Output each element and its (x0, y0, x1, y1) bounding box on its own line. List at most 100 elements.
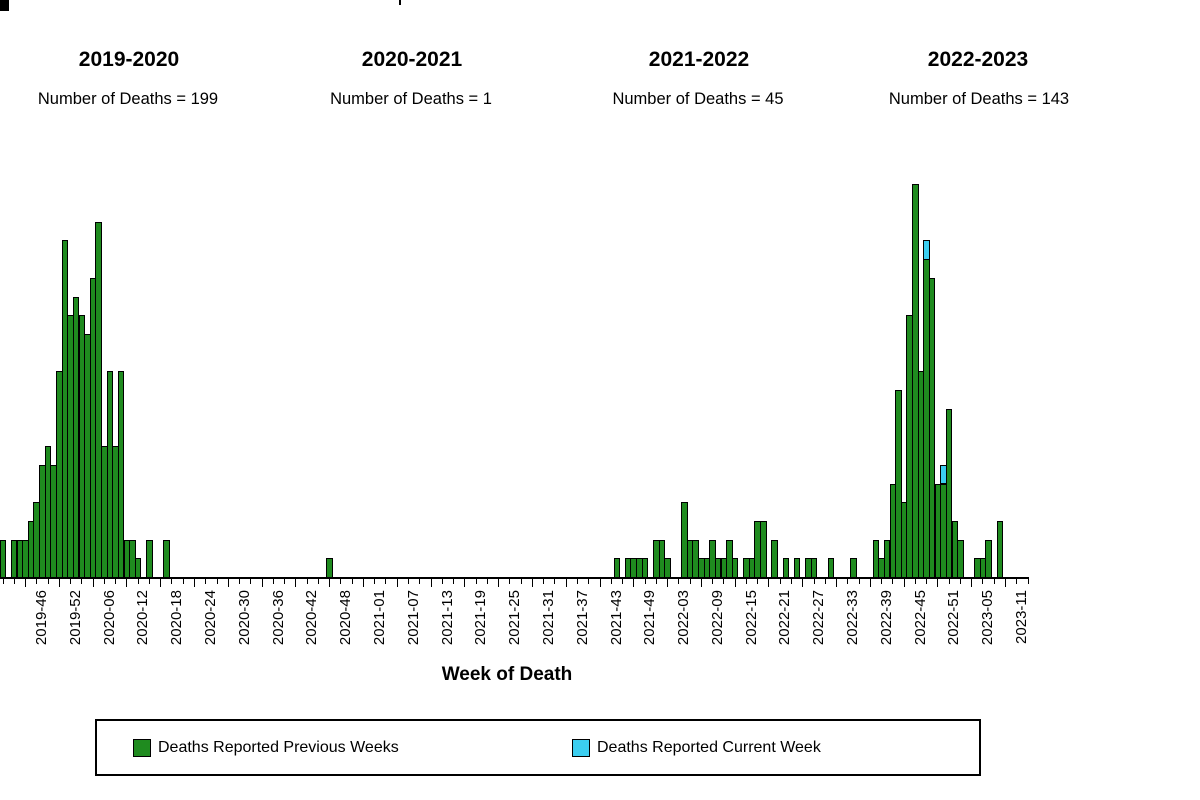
x-axis-tick (408, 579, 409, 584)
x-tick-label-2021-19: 2021-19 (472, 590, 490, 646)
x-tick-label-2022-21: 2022-21 (776, 590, 794, 646)
season-total-2022-2023: Number of Deaths = 143 (888, 90, 1070, 108)
x-axis-tick (768, 579, 770, 587)
season-header-2019-2020: 2019-2020 (78, 48, 180, 71)
x-axis-tick (13, 579, 15, 584)
x-tick-label-2020-24: 2020-24 (202, 590, 219, 646)
x-axis-tick (982, 579, 984, 584)
x-axis-tick (836, 579, 837, 587)
bar-week-2021-51 (641, 558, 649, 578)
x-axis-tick (824, 579, 826, 584)
x-tick-label-2021-13: 2021-13 (438, 590, 456, 646)
bar-week-2020-16 (146, 539, 153, 578)
x-tick-label-2022-45: 2022-45 (911, 590, 929, 646)
x-axis-tick (926, 579, 928, 584)
bar-week-2022-50 (928, 277, 936, 578)
x-axis-tick (216, 579, 218, 584)
bar-week-2020-11 (117, 371, 125, 578)
x-axis-tick (993, 579, 995, 584)
x-tick-label-2020-42: 2020-42 (303, 590, 321, 646)
x-tick-label-2020-06: 2020-06 (100, 590, 118, 646)
bar-week-2022-03 (664, 558, 671, 578)
x-axis-tick (959, 579, 961, 584)
bar-week-2022-15 (731, 558, 739, 578)
x-axis-tick (182, 579, 184, 584)
bar-week-2020-19 (163, 539, 170, 578)
bar-week-2023-10 (996, 520, 1004, 578)
x-axis-tick (306, 579, 308, 584)
x-axis-tick (1027, 579, 1029, 584)
x-axis-tick (1005, 579, 1006, 587)
bar-week-2023-01 (945, 408, 953, 578)
x-tick-label-2023-05: 2023-05 (979, 590, 997, 646)
x-axis-tick (25, 579, 26, 587)
x-axis-tick (667, 579, 668, 587)
season-total-2019-2020: Number of Deaths = 199 (37, 90, 219, 108)
x-axis-tick (47, 579, 49, 584)
season-header-2020-2021: 2020-2021 (361, 48, 463, 71)
bar-week-2023-03 (957, 539, 964, 578)
x-axis-tick (734, 579, 736, 587)
bar-week-2022-36 (850, 558, 857, 578)
x-axis-tick (239, 579, 240, 584)
clipped-title-fragment (0, 0, 9, 11)
x-axis-tick (791, 579, 792, 584)
x-axis-tick (948, 579, 950, 584)
x-axis-tick (126, 579, 128, 587)
current-week-bar-segment-2022-49 (923, 240, 930, 261)
x-axis-tick (858, 579, 860, 584)
x-axis-tick (2, 579, 4, 584)
x-tick-label-2019-52: 2019-52 (66, 590, 84, 646)
x-axis-tick (464, 579, 466, 587)
cyan-swatch-icon (572, 738, 590, 757)
x-axis-tick (971, 579, 973, 587)
x-axis-tick (813, 579, 815, 584)
x-axis-tick (1016, 579, 1018, 584)
x-axis-tick (520, 579, 522, 584)
legend: Deaths Reported Previous Weeks Deaths Re… (95, 719, 981, 776)
x-axis-tick (374, 579, 376, 584)
x-axis-tick (272, 579, 274, 584)
bar-week-2022-44 (895, 390, 902, 578)
x-axis-tick (194, 579, 195, 587)
x-axis-tick (712, 579, 714, 584)
x-tick-label-2020-36: 2020-36 (269, 590, 287, 646)
x-axis-tick (453, 579, 454, 584)
x-axis-tick (430, 579, 432, 587)
x-axis-tick (160, 579, 162, 587)
x-axis-tick (881, 579, 883, 584)
x-axis-tick (655, 579, 657, 584)
x-axis-tick (70, 579, 72, 584)
clipped-title-fragment (399, 0, 401, 5)
bar-week-2019-42 (0, 539, 7, 578)
x-tick-label-2019-46: 2019-46 (33, 590, 50, 646)
x-tick-label-2022-03: 2022-03 (675, 590, 692, 646)
x-tick-label-2021-25: 2021-25 (506, 590, 524, 646)
x-tick-label-2020-18: 2020-18 (168, 590, 186, 646)
x-axis-tick (284, 579, 286, 584)
x-axis-tick (103, 579, 105, 584)
bar-week-2022-32 (827, 558, 835, 578)
x-tick-label-2020-30: 2020-30 (235, 590, 253, 646)
x-axis-tick (745, 579, 747, 584)
bar-week-2022-20 (760, 520, 767, 578)
x-axis-tick (565, 579, 567, 587)
x-axis-tick (757, 579, 759, 584)
x-tick-label-2021-01: 2021-01 (370, 590, 388, 646)
season-header-2022-2023: 2022-2023 (927, 48, 1029, 71)
x-tick-label-2023-11: 2023-11 (1013, 590, 1030, 644)
x-axis-tick (329, 579, 331, 587)
x-axis-tick (633, 579, 635, 587)
bar-week-2022-22 (771, 539, 778, 578)
season-header-2021-2022: 2021-2022 (648, 48, 750, 71)
x-axis-line (0, 577, 1029, 579)
bar-week-2021-46 (613, 558, 621, 578)
x-axis-tick (576, 579, 578, 584)
x-axis-tick (610, 579, 612, 584)
x-tick-label-2021-07: 2021-07 (404, 590, 422, 646)
x-tick-label-2022-39: 2022-39 (877, 590, 895, 646)
x-axis-tick (869, 579, 871, 587)
x-tick-label-2020-12: 2020-12 (134, 590, 152, 646)
x-axis-tick (678, 579, 680, 584)
x-axis-tick (700, 579, 702, 587)
